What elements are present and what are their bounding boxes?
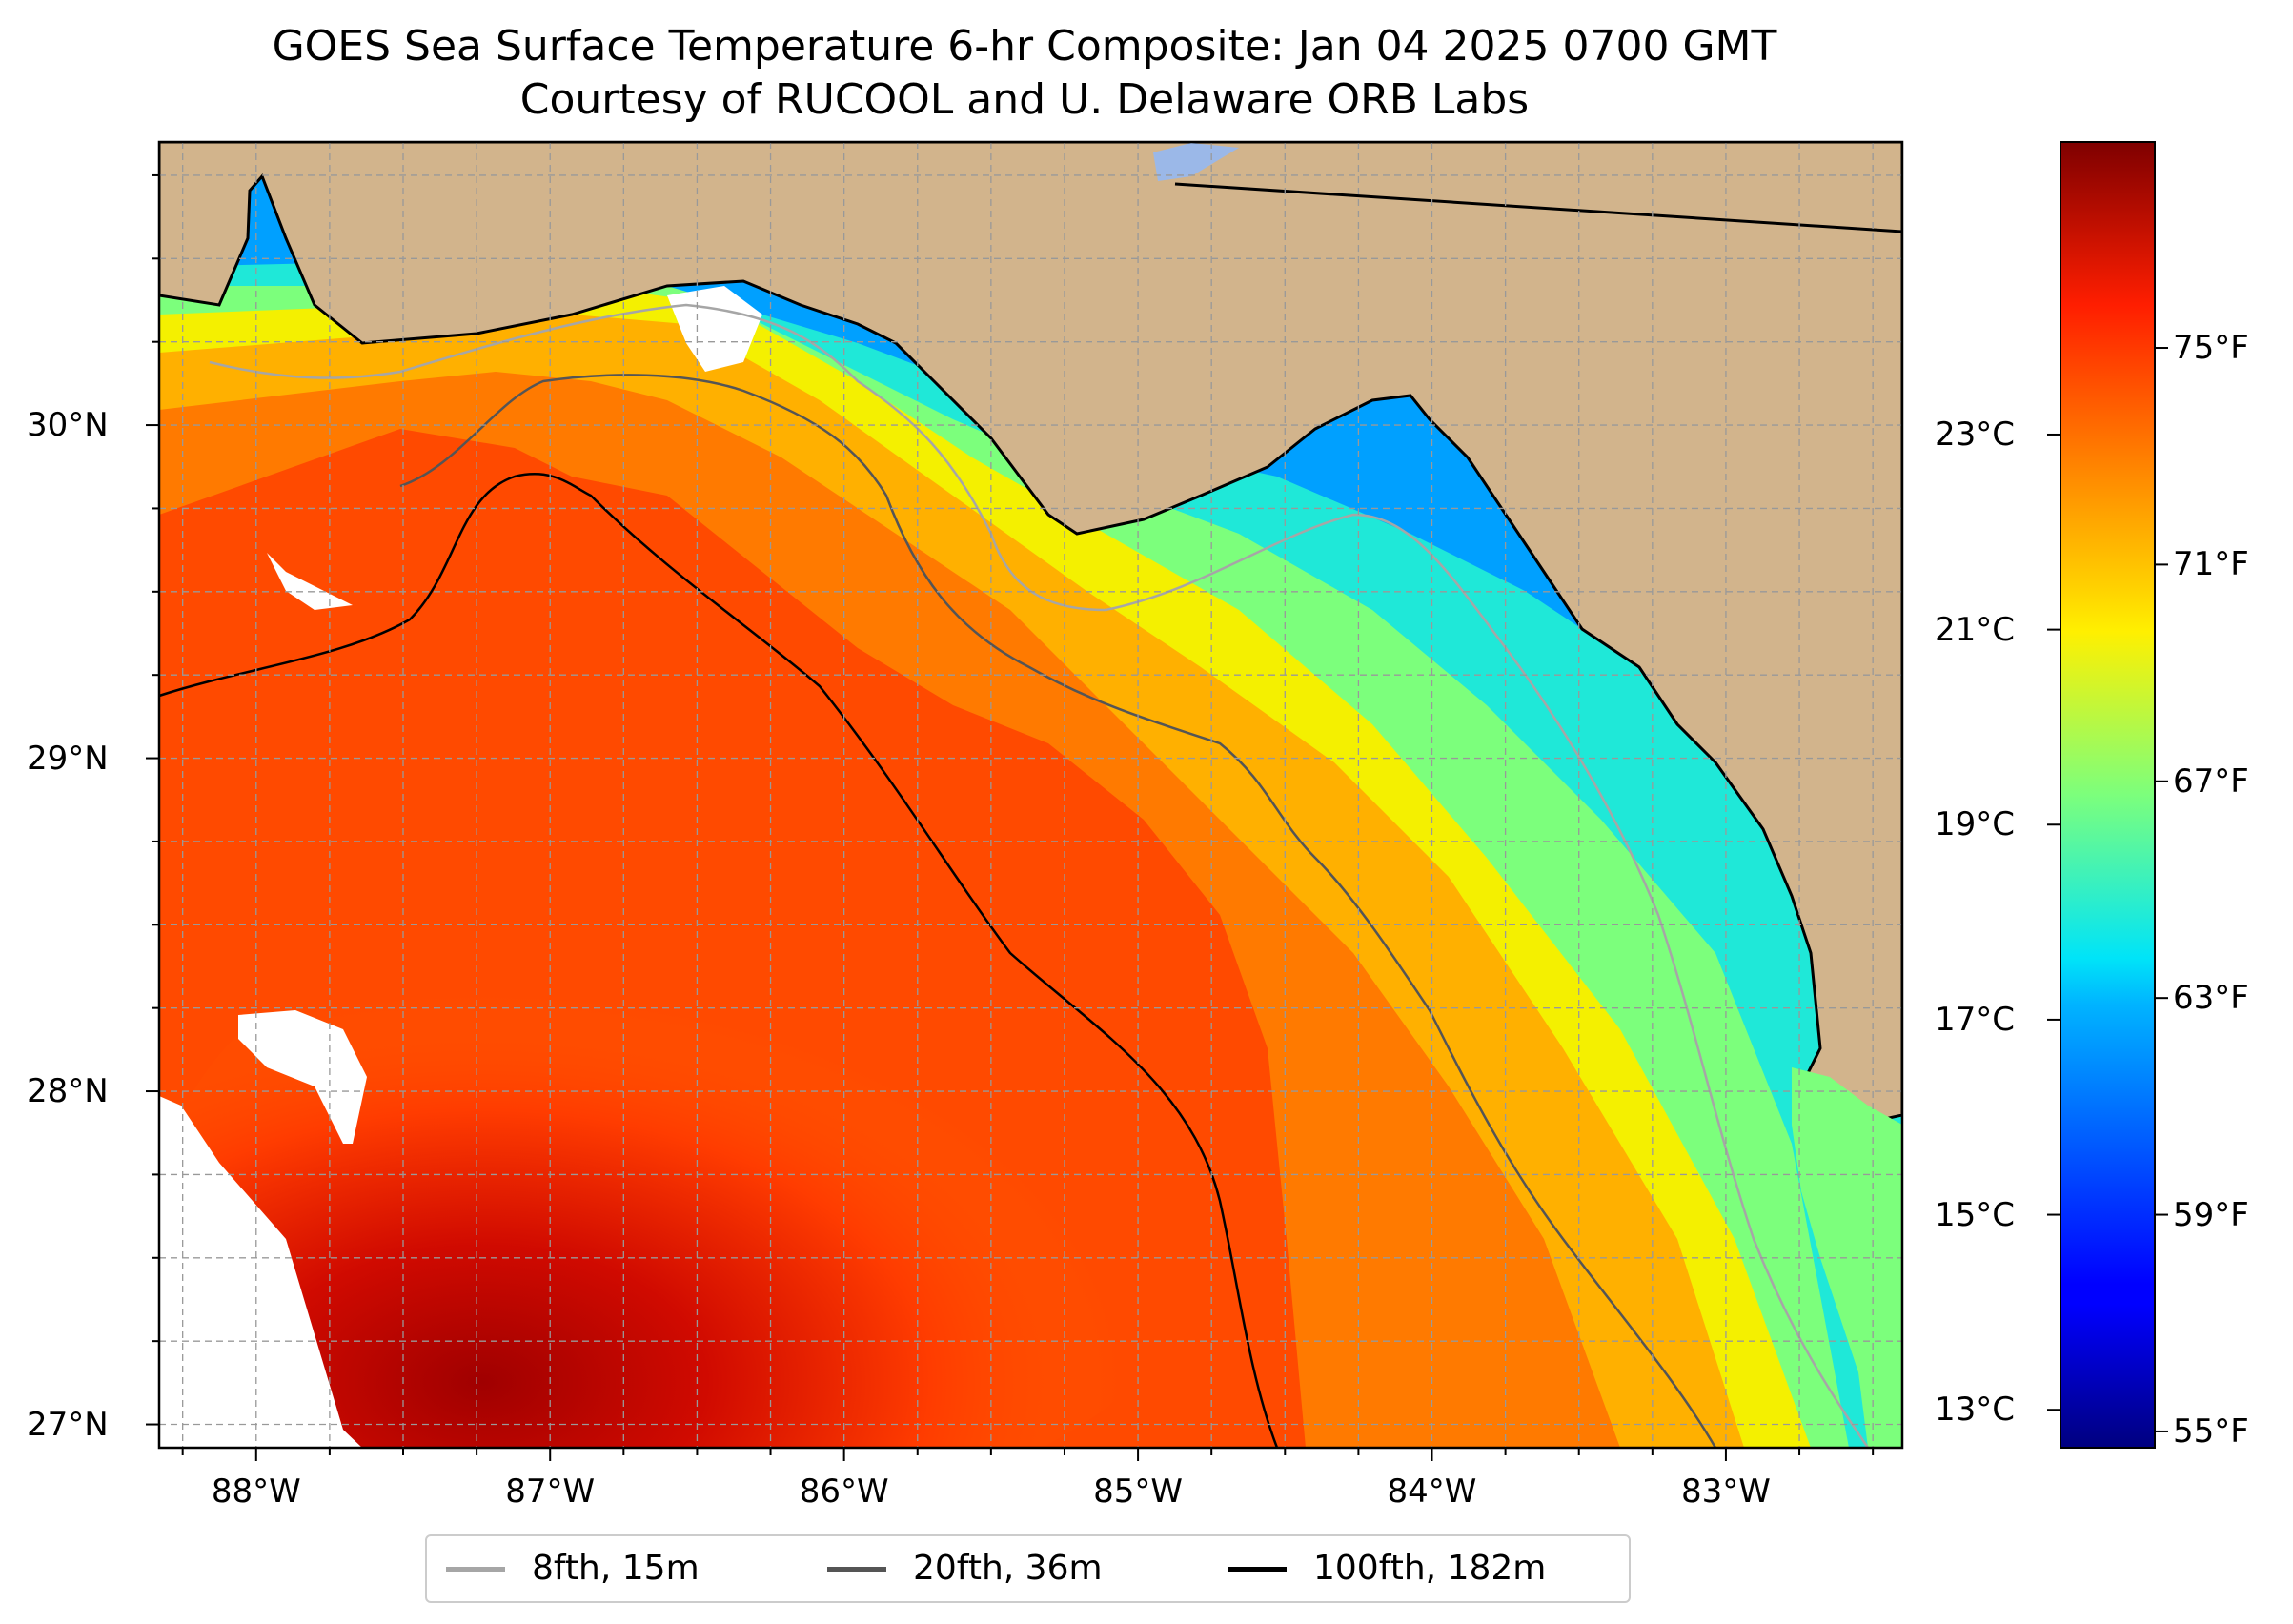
lon-tick-label: 84°W [1387,1472,1477,1511]
colorbar-celsius-label: 15°C [1935,1195,2016,1234]
state-border [1174,182,1902,233]
colorbar-celsius-label: 19°C [1935,805,2016,844]
colorbar-fahrenheit-label: 75°F [2173,329,2249,368]
contour-20fth [399,374,1717,1448]
land-florida [159,142,1902,1127]
colorbar-fahrenheit-label: 71°F [2173,545,2249,584]
lon-tick-label: 88°W [211,1472,301,1511]
lat-tick-label: 29°N [27,739,109,778]
map-frame [157,140,1904,1450]
colorbar-celsius-label: 17°C [1935,1000,2016,1039]
colorbar-ticks [2047,347,2168,1432]
lon-tick-label: 86°W [799,1472,889,1511]
legend-label-100fth: 100fth, 182m [1313,1549,1547,1588]
lon-tick-label: 87°W [505,1472,596,1511]
map-ticks [146,173,1875,1461]
lon-tick-label: 85°W [1093,1472,1183,1511]
legend-swatch-8fth [446,1567,505,1572]
lat-tick-label: 28°N [27,1072,109,1111]
colorbar [2060,141,2156,1449]
missing-data-patch [238,1010,367,1144]
legend-label-20fth: 20fth, 36m [913,1549,1103,1588]
legend-swatch-20fth [827,1567,886,1572]
lon-tick-label: 83°W [1680,1472,1771,1511]
colorbar-fahrenheit-label: 55°F [2173,1411,2249,1451]
missing-data-small [267,553,353,610]
warm-core [162,877,1229,1448]
colorbar-celsius-label: 23°C [1935,415,2016,454]
map-plot-area [159,142,1902,1448]
lat-tick-label: 30°N [27,406,109,445]
legend-label-8fth: 8fth, 15m [532,1549,700,1588]
chart-title: GOES Sea Surface Temperature 6-hr Compos… [272,22,1777,71]
lat-tick-label: 27°N [27,1405,109,1444]
gridlines [159,142,1902,1448]
contour-8fth [209,303,1870,1448]
colorbar-fahrenheit-label: 59°F [2173,1195,2249,1234]
sst-tampa-bay [1792,1067,1902,1448]
colorbar-celsius-label: 21°C [1935,610,2016,649]
legend: 8fth, 15m 20fth, 36m 100fth, 182m [425,1534,1631,1603]
inland-lake [1153,143,1239,181]
colorbar-celsius-label: 13°C [1935,1391,2016,1430]
colorbar-fahrenheit-label: 63°F [2173,979,2249,1018]
colorbar-fahrenheit-label: 67°F [2173,761,2249,801]
missing-data-nearshore [667,286,762,372]
missing-data-west [159,1096,362,1448]
legend-swatch-100fth [1228,1567,1287,1572]
chart-subtitle: Courtesy of RUCOOL and U. Delaware ORB L… [519,75,1530,124]
